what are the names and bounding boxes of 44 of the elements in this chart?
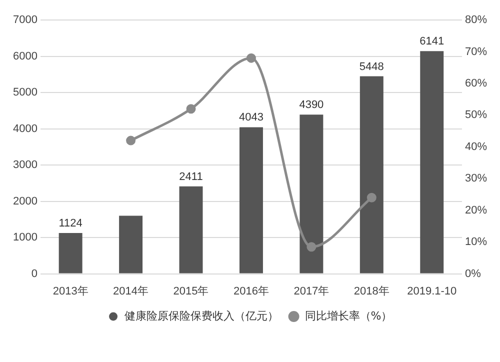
point [366, 192, 376, 202]
point [246, 53, 256, 63]
y2-tick-label: 20% [464, 204, 488, 216]
point [306, 242, 316, 252]
data-label: 6141 [420, 36, 444, 48]
y-tick-label: 6000 [12, 50, 38, 62]
y-tick-label: 7000 [12, 14, 38, 26]
bar [420, 51, 444, 274]
y-tick-label: 1000 [12, 232, 38, 244]
x-tick-label: 2014年 [113, 285, 149, 298]
point [186, 104, 196, 114]
bar [58, 233, 82, 274]
y2-tick-label: 60% [464, 77, 488, 90]
x-tick-label: 2013年 [52, 285, 88, 298]
y-tick-label: 4000 [12, 122, 38, 135]
y2-tick-label: 80% [464, 14, 488, 26]
y2-tick-label: 30% [464, 172, 488, 185]
y2-tick-label: 0% [464, 268, 482, 280]
y-tick-label: 3000 [12, 159, 38, 172]
y2-tick-label: 10% [464, 236, 488, 248]
y2-tick-label: 50% [464, 109, 488, 122]
x-tick-label: 2018年 [354, 285, 390, 298]
y2-tick-label: 40% [464, 140, 488, 153]
legend-label: 同比增长率（%） [304, 309, 392, 322]
x-tick-label: 2017年 [294, 285, 330, 298]
point [126, 136, 136, 146]
x-tick-label: 2019.1-10 [407, 285, 457, 298]
y-tick-label: 2000 [12, 195, 38, 208]
data-label: 4043 [238, 112, 264, 124]
bar [300, 114, 324, 274]
x-tick-label: 2016年 [233, 285, 269, 298]
bar [119, 216, 143, 274]
data-label: 4390 [299, 99, 324, 112]
bar [179, 186, 203, 274]
x-tick-label: 2015年 [173, 285, 209, 298]
y-tick-label: 0 [31, 268, 38, 280]
bar [239, 127, 263, 274]
legend-label: 健康险原保险保费收入（亿元） [124, 309, 278, 322]
data-label: 2411 [179, 170, 203, 183]
data-label: 1124 [58, 218, 82, 230]
data-label: 5448 [359, 60, 384, 73]
y-tick-label: 5000 [12, 86, 38, 99]
bar [360, 76, 384, 274]
y2-tick-label: 70% [464, 46, 488, 58]
